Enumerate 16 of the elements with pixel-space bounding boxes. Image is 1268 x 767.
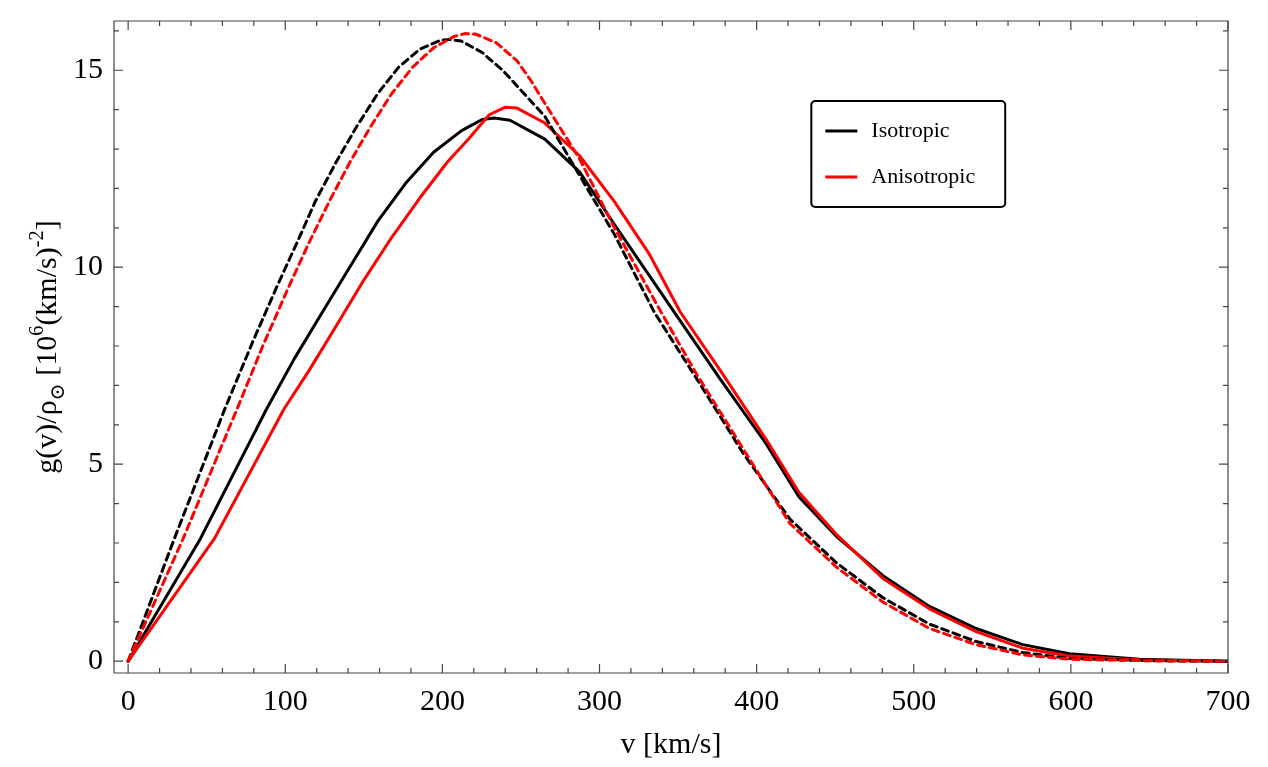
y-axis-title: g(v)/ρ⊙ [106(km/s)-2] [24, 220, 68, 474]
y-tick-label: 5 [88, 445, 103, 479]
x-tick-label: 300 [577, 682, 623, 716]
y-tick-label: 0 [88, 642, 103, 676]
y-tick-label: 10 [73, 248, 103, 282]
legend-label: Isotropic [871, 116, 950, 142]
x-tick-label: 200 [419, 682, 465, 716]
x-tick-label: 400 [734, 682, 780, 716]
x-axis-title: v [km/s] [620, 725, 722, 759]
x-tick-label: 700 [1205, 682, 1251, 716]
x-tick-label: 0 [120, 682, 136, 716]
x-tick-label: 500 [891, 682, 937, 716]
x-tick-label: 100 [262, 682, 308, 716]
y-tick-label: 15 [73, 51, 103, 85]
x-tick-label: 600 [1048, 682, 1094, 716]
legend-label: Anisotropic [871, 162, 976, 188]
